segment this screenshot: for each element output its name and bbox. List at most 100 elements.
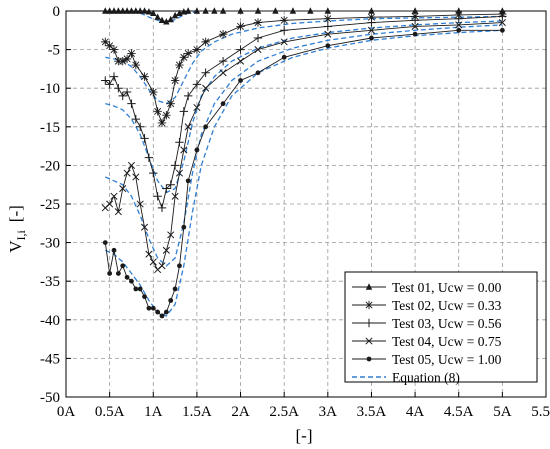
legend-label: Test 01, Ucw = 0.00 xyxy=(392,280,502,295)
x-tick-label: 5.5A xyxy=(531,404,550,420)
legend-entry: Test 01, Ucw = 0.00 xyxy=(352,280,502,295)
plus-marker xyxy=(183,91,193,101)
star-marker xyxy=(109,45,119,54)
y-tick-label: -40 xyxy=(40,313,60,329)
plus-marker xyxy=(109,72,119,81)
plus-marker xyxy=(122,87,132,97)
dot-marker xyxy=(499,27,505,33)
triangle-marker xyxy=(167,15,174,23)
triangle-marker xyxy=(202,7,209,14)
dot-marker xyxy=(238,78,243,83)
triangle-marker xyxy=(110,7,118,14)
x-marker xyxy=(171,192,179,200)
triangle-marker xyxy=(115,7,122,14)
dot-marker xyxy=(366,356,372,362)
x-marker xyxy=(411,22,419,30)
x-marker xyxy=(175,169,184,177)
plus-marker xyxy=(166,180,175,189)
x-marker xyxy=(193,103,201,112)
svg-text:VI,i[-]: VI,i [-] xyxy=(6,205,28,253)
dot-marker xyxy=(172,286,178,292)
star-marker xyxy=(157,118,167,128)
y-axis-label-main: V xyxy=(6,240,25,253)
triangle-marker xyxy=(365,283,373,290)
equation-curve xyxy=(105,29,503,317)
triangle-marker xyxy=(455,7,462,14)
legend-entry: Test 05, Ucw = 1.00 xyxy=(352,352,502,367)
x-marker xyxy=(149,258,157,266)
plus-marker xyxy=(118,91,127,101)
dot-marker xyxy=(146,305,152,311)
dot-marker xyxy=(369,35,374,41)
star-marker xyxy=(279,16,289,25)
triangle-marker xyxy=(219,7,227,14)
star-marker xyxy=(170,76,180,85)
triangle-marker xyxy=(211,7,218,14)
triangle-marker xyxy=(106,7,113,14)
dot-marker xyxy=(124,274,130,280)
plus-marker xyxy=(192,80,202,89)
star-marker xyxy=(140,72,149,81)
y-tick-label: -10 xyxy=(40,81,60,97)
x-marker xyxy=(167,231,175,239)
x-tick-label: 2A xyxy=(231,404,250,420)
star-marker xyxy=(323,14,333,23)
triangle-marker xyxy=(163,18,170,25)
legend-entry: Equation (8) xyxy=(352,370,460,385)
x-marker xyxy=(132,173,140,181)
chart-legend: Test 01, Ucw = 0.00 Test 02, Ucw = 0.33 Te… xyxy=(344,271,538,385)
x-marker xyxy=(106,200,114,208)
star-marker xyxy=(153,107,162,116)
x-tick-label: 0A xyxy=(57,404,76,420)
legend-entry: Test 02, Ucw = 0.33 xyxy=(352,298,502,313)
star-marker xyxy=(118,56,127,66)
triangle-marker xyxy=(368,7,375,14)
dot-marker xyxy=(220,101,226,107)
triangle-marker xyxy=(411,7,419,14)
star-marker xyxy=(127,49,136,58)
triangle-marker xyxy=(154,13,161,20)
plus-marker xyxy=(131,114,141,124)
legend-label: Test 04, Ucw = 0.75 xyxy=(392,334,502,349)
x-marker xyxy=(158,262,166,270)
triangle-marker xyxy=(123,7,131,14)
plus-marker xyxy=(105,80,114,89)
star-marker xyxy=(218,29,228,39)
x-marker xyxy=(202,84,210,92)
equation-curves xyxy=(105,11,503,317)
plus-marker xyxy=(253,33,263,43)
triangle-marker xyxy=(324,7,332,14)
legend-label: Test 02, Ucw = 0.33 xyxy=(392,298,502,313)
triangle-marker xyxy=(171,11,179,19)
plus-marker xyxy=(144,153,154,162)
dot-marker xyxy=(159,313,165,319)
equation-curve xyxy=(105,20,503,194)
x-tick-label: 3A xyxy=(319,404,338,420)
plus-marker xyxy=(140,134,149,143)
dot-marker xyxy=(456,27,462,33)
triangle-marker xyxy=(128,7,135,14)
legend-label: Test 03, Ucw = 0.56 xyxy=(392,316,502,331)
triangle-marker xyxy=(150,9,157,17)
plus-marker xyxy=(127,99,136,108)
x-tick-label: 2.5A xyxy=(269,404,299,420)
triangle-marker xyxy=(307,7,314,14)
dot-marker xyxy=(142,294,147,300)
star-marker xyxy=(131,60,141,70)
triangle-marker xyxy=(102,7,109,14)
x-marker xyxy=(140,223,149,231)
x-marker xyxy=(162,246,170,254)
series-line xyxy=(104,22,503,271)
dot-marker xyxy=(102,240,108,246)
plus-marker xyxy=(498,12,507,21)
series-5 xyxy=(102,27,505,319)
x-marker xyxy=(127,161,136,169)
plus-marker xyxy=(149,168,158,178)
star-marker xyxy=(253,18,263,27)
legend-label: Equation (8) xyxy=(392,370,460,385)
plus-marker xyxy=(218,56,228,66)
x-axis-label: [-] xyxy=(296,426,313,445)
star-marker xyxy=(162,111,171,120)
plus-marker xyxy=(170,161,180,170)
